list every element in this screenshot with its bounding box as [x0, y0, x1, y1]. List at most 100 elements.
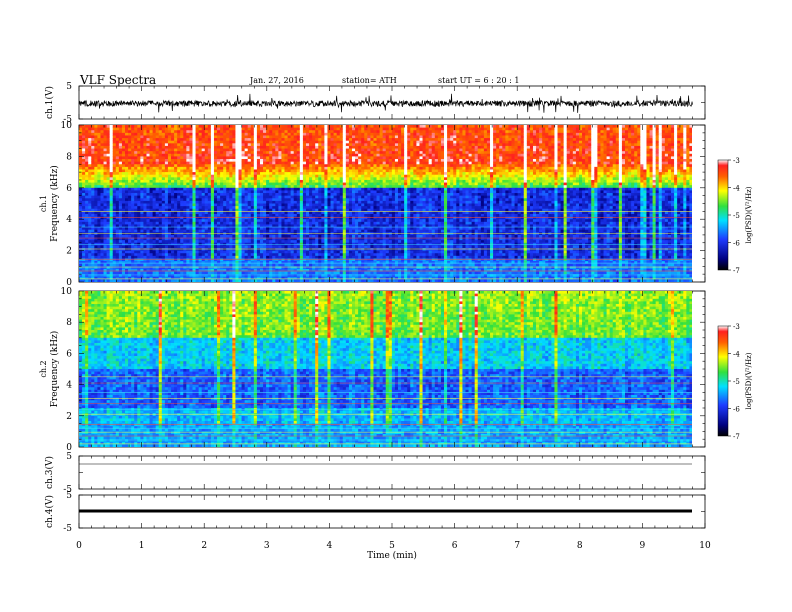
- spectrogram-cell: [250, 274, 255, 278]
- spectrogram-cell: [94, 185, 98, 189]
- spectrogram-cell: [189, 156, 193, 160]
- spectrogram-cell: [250, 164, 255, 168]
- spectrogram-cell: [94, 232, 98, 236]
- spectrogram-cell: [272, 213, 276, 217]
- spectrogram-cell: [186, 274, 190, 278]
- spectrogram-cell: [152, 208, 157, 212]
- spectrogram-cell: [146, 237, 150, 241]
- spectrogram-cell: [238, 221, 242, 225]
- spectrogram-cell: [167, 151, 172, 155]
- spectrogram-cell: [238, 156, 242, 160]
- spectrogram-cell: [217, 219, 221, 223]
- spectrogram-cell: [241, 279, 246, 282]
- spectrogram-cell: [103, 219, 108, 223]
- spectrogram-cell: [250, 266, 255, 270]
- spectrogram-cell: [97, 208, 101, 212]
- spectrogram-cell: [195, 266, 200, 270]
- spectrogram-cell: [146, 253, 150, 257]
- spectrogram-cell: [79, 179, 83, 183]
- spectrogram-cell: [115, 253, 120, 257]
- spectrogram-cell: [85, 127, 89, 131]
- spectrogram-cell: [164, 169, 169, 173]
- spectrogram-cell: [146, 268, 150, 272]
- spectrogram-cell: [204, 227, 209, 231]
- spectrogram-cell: [192, 211, 196, 215]
- spectrogram-cell: [106, 237, 111, 241]
- spectrogram-cell: [164, 190, 169, 194]
- spectrogram-cell: [167, 148, 172, 152]
- spectrogram-cell: [189, 203, 193, 207]
- spectrogram-cell: [149, 135, 154, 139]
- spectrogram-cell: [201, 127, 206, 131]
- spectrogram-cell: [198, 145, 203, 149]
- spectrogram-cell: [155, 179, 160, 183]
- spectrogram-cell: [321, 247, 325, 251]
- spectrogram-cell: [305, 253, 310, 257]
- spectrogram-cell: [82, 266, 86, 270]
- spectrogram-cell: [140, 132, 144, 136]
- spectrogram-cell: [88, 172, 92, 176]
- spectrogram-cell: [103, 258, 108, 262]
- spectrogram-cell: [299, 166, 304, 170]
- spectrogram-cell: [97, 174, 101, 178]
- spectrogram-cell: [210, 166, 215, 170]
- spectrogram-cell: [94, 179, 98, 183]
- spectrogram-cell: [269, 159, 273, 163]
- spectrogram-cell: [91, 193, 95, 197]
- spectrogram-cell: [287, 172, 292, 176]
- spectrogram-cell: [232, 130, 236, 134]
- spectrogram-cell: [229, 190, 233, 194]
- spectrogram-cell: [125, 166, 129, 170]
- spectrogram-cell: [128, 221, 132, 225]
- spectrogram-cell: [232, 166, 236, 170]
- spectrogram-cell: [158, 240, 163, 244]
- spectrogram-cell: [204, 130, 209, 134]
- spectrogram-cell: [183, 195, 187, 199]
- spectrogram-cell: [192, 145, 196, 149]
- spectrogram-cell: [309, 156, 313, 160]
- spectrogram-cell: [278, 198, 282, 202]
- spectrogram-cell: [106, 164, 111, 168]
- spectrogram-cell: [91, 125, 95, 129]
- spectrogram-cell: [158, 227, 163, 231]
- spectrogram-cell: [324, 276, 328, 280]
- spectrogram-cell: [241, 271, 246, 275]
- spectrogram-cell: [131, 268, 135, 272]
- spectrogram-cell: [140, 143, 144, 147]
- spectrogram-cell: [100, 195, 104, 199]
- spectrogram-cell: [97, 148, 101, 152]
- spectrogram-cell: [115, 169, 120, 173]
- spectrogram-cell: [201, 138, 206, 142]
- spectrogram-cell: [278, 164, 282, 168]
- spectrogram-cell: [109, 193, 114, 197]
- spectrogram-cell: [192, 266, 196, 270]
- spectrogram-cell: [125, 190, 129, 194]
- spectrogram-cell: [125, 203, 129, 207]
- spectrogram-cell: [183, 224, 187, 228]
- spectrogram-cell: [192, 156, 196, 160]
- spectrogram-cell: [330, 245, 334, 249]
- spectrogram-cell: [324, 258, 328, 262]
- date-label: Jan. 27, 2016: [250, 76, 304, 85]
- spectrogram-cell: [79, 229, 83, 233]
- spectrogram-cell: [269, 232, 273, 236]
- spectrogram-cell: [121, 245, 126, 249]
- spectrogram-cell: [82, 216, 86, 220]
- spectrogram-cell: [180, 203, 184, 207]
- spectrogram-cell: [293, 274, 298, 278]
- spectrogram-cell: [186, 276, 190, 280]
- spectrogram-cell: [112, 185, 117, 189]
- spectrogram-cell: [121, 169, 126, 173]
- spectrogram-cell: [220, 245, 224, 249]
- spectrogram-cell: [275, 169, 279, 173]
- spectrogram-cell: [161, 140, 166, 144]
- spectrogram-cell: [121, 200, 126, 204]
- spectrogram-cell: [250, 224, 255, 228]
- spectrogram-cell: [161, 266, 166, 270]
- spectrogram-cell: [112, 206, 117, 210]
- spectrogram-cell: [333, 132, 338, 136]
- spectrogram-cell: [140, 159, 144, 163]
- spectrogram-cell: [140, 177, 144, 181]
- spectrogram-cell: [275, 266, 279, 270]
- spectrogram-cell: [140, 208, 144, 212]
